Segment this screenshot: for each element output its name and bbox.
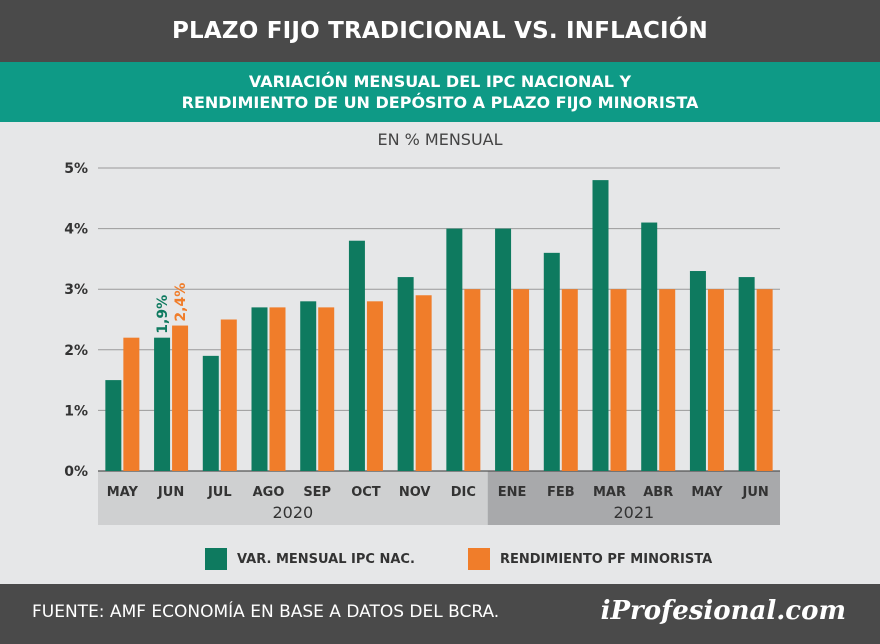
data-label: 2,4% [173,283,189,322]
bar-ipc [105,380,122,471]
x-tick-label: JUL [207,485,232,500]
x-tick-label: DIC [451,485,476,500]
x-tick-label: ABR [643,485,673,500]
legend-label-pf: RENDIMIENTO PF MINORISTA [500,551,713,567]
subtitle-line-2: RENDIMIENTO DE UN DEPÓSITO A PLAZO FIJO … [181,93,699,112]
x-tick-label: NOV [399,485,431,500]
x-tick-label: OCT [351,485,381,500]
bar-ipc [300,301,317,471]
subtitle-bar: VARIACIÓN MENSUAL DEL IPC NACIONAL Y REN… [0,62,880,122]
legend-label-ipc: VAR. MENSUAL IPC NAC. [237,551,415,567]
bar-ipc [592,180,609,471]
title-bar: PLAZO FIJO TRADICIONAL VS. INFLACIÓN [0,0,880,62]
y-tick-label: 1% [64,403,88,419]
legend-item-ipc: VAR. MENSUAL IPC NAC. [205,548,415,570]
x-tick-label: MAY [691,485,723,500]
data-label: 1,9% [155,295,171,334]
x-tick-label: AGO [253,485,285,500]
legend-swatch-ipc [205,548,227,570]
bar-ipc [495,228,512,471]
bar-chart: 0% 1% 2% 3% 4% 5% 2020 2021 MAY JUN JUL AGO SEP OCT NO… [64,161,780,525]
x-tick-label: ENE [498,485,527,500]
bar-pf [756,289,773,471]
bar-pf [610,289,627,471]
x-tick-label: FEB [547,485,575,500]
x-tick-label: MAR [593,485,626,500]
x-tick-label: JUN [742,485,769,500]
bar-pf [464,289,481,471]
bar-ipc [154,337,171,471]
y-tick-label: 4% [64,222,88,238]
footer: FUENTE: AMF ECONOMÍA EN BASE A DATOS DEL… [0,584,880,644]
y-tick-label: 2% [64,343,88,359]
y-tick-label: 0% [64,464,88,480]
year-band [98,471,488,525]
bar-pf [269,307,286,471]
year-label: 2021 [613,503,654,522]
bar-ipc [738,277,755,471]
chart-title: PLAZO FIJO TRADICIONAL VS. INFLACIÓN [171,18,708,44]
y-tick-label: 5% [64,161,88,177]
x-tick-label: JUN [157,485,184,500]
year-band [487,471,780,525]
source-note: FUENTE: AMF ECONOMÍA EN BASE A DATOS DEL… [32,602,500,622]
subtitle-line-1: VARIACIÓN MENSUAL DEL IPC NACIONAL Y [248,72,632,91]
bar-ipc [251,307,268,471]
bar-ipc [202,355,219,471]
legend-swatch-pf [468,548,490,570]
x-tick-label: SEP [303,485,331,500]
bar-ipc [397,277,414,471]
y-tick-label: 3% [64,282,88,298]
bar-pf [659,289,676,471]
bar-pf [318,307,335,471]
unit-label: EN % MENSUAL [377,130,503,149]
x-tick-label: MAY [107,485,139,500]
bar-pf [172,325,189,471]
bar-pf [220,319,237,471]
bar-pf [513,289,530,471]
bar-pf [415,295,432,471]
bar-ipc [348,240,365,471]
bar-pf [561,289,578,471]
bar-ipc [446,228,463,471]
brand-logo: iProfesional.com [600,596,846,626]
year-label: 2020 [272,503,313,522]
bar-ipc [641,222,658,471]
bar-pf [707,289,724,471]
bar-pf [123,337,140,471]
legend-item-pf: RENDIMIENTO PF MINORISTA [468,548,712,570]
bar-ipc [543,252,560,471]
bar-ipc [689,271,706,471]
bar-pf [366,301,383,471]
